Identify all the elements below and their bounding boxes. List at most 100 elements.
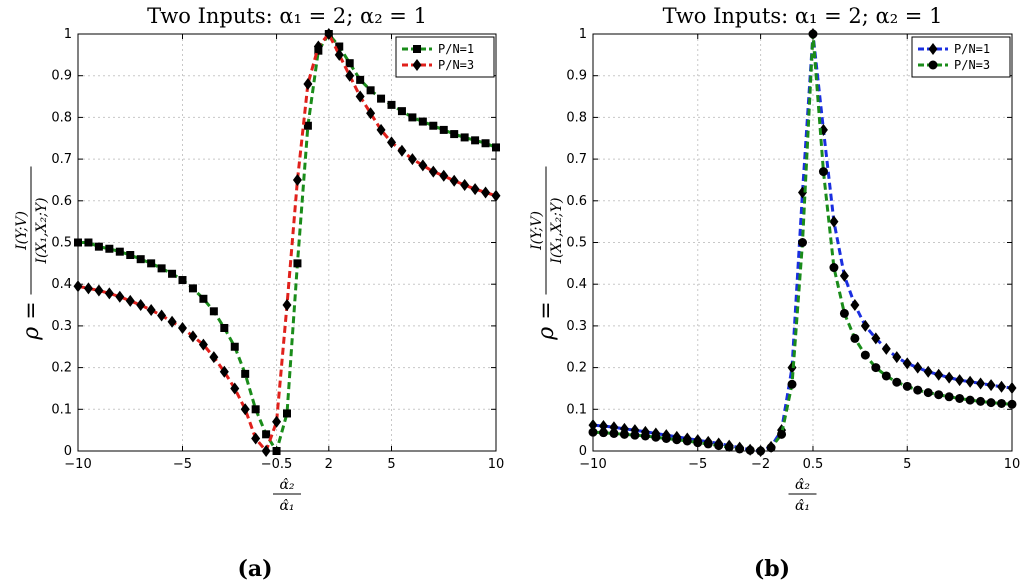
data-point xyxy=(83,282,93,295)
data-point xyxy=(272,447,281,455)
data-point xyxy=(198,338,208,351)
legend-marker xyxy=(412,59,422,71)
y-axis-label-lhs: ρ = xyxy=(534,301,559,340)
y-tick-label: 0.8 xyxy=(51,110,72,125)
data-point xyxy=(366,86,375,95)
data-point xyxy=(355,90,365,103)
data-point xyxy=(262,430,271,439)
data-point xyxy=(94,242,103,251)
legend-marker xyxy=(928,60,938,70)
data-point xyxy=(449,174,459,187)
data-point xyxy=(397,107,406,116)
y-tick-label: 0.5 xyxy=(51,236,72,251)
y-axis-label-numerator: I(Y;V) xyxy=(14,211,30,251)
data-point xyxy=(397,144,407,157)
legend-marker xyxy=(928,43,938,55)
x-tick-label: −0.5 xyxy=(261,457,293,472)
data-point xyxy=(787,379,797,389)
data-point xyxy=(199,294,208,303)
data-point xyxy=(955,374,965,387)
x-axis-label-numerator: α̂₂ xyxy=(795,477,810,493)
data-point xyxy=(661,433,671,443)
data-point xyxy=(871,363,881,373)
data-point xyxy=(609,428,619,438)
data-point xyxy=(345,59,354,68)
data-point xyxy=(839,269,849,282)
data-point xyxy=(356,75,365,84)
data-point xyxy=(241,369,250,378)
data-point xyxy=(115,247,124,256)
y-tick-label: 0.7 xyxy=(566,152,587,167)
data-point xyxy=(598,428,608,438)
data-point xyxy=(997,398,1007,408)
x-tick-label: 10 xyxy=(488,457,505,472)
y-axis-label: ρ = I(Y;V) I(X₁,X₂;Y) xyxy=(529,166,565,341)
data-point xyxy=(429,121,438,130)
data-point xyxy=(829,263,839,273)
data-point xyxy=(272,415,282,428)
y-tick-label: 0.1 xyxy=(566,402,587,417)
data-point xyxy=(261,445,271,457)
data-point xyxy=(892,377,902,387)
chart-title: Two Inputs: α₁ = 2; α₂ = 1 xyxy=(147,4,427,28)
data-point xyxy=(188,330,198,343)
data-point xyxy=(955,393,965,403)
data-point xyxy=(74,238,82,247)
y-tick-label: 0.4 xyxy=(51,277,72,292)
data-point xyxy=(335,42,344,51)
data-point xyxy=(387,100,396,109)
data-point xyxy=(418,159,428,172)
x-tick-label: −10 xyxy=(579,457,606,472)
data-point xyxy=(408,113,417,122)
x-tick-label: −10 xyxy=(64,457,91,472)
data-point xyxy=(178,321,187,334)
data-point xyxy=(209,351,219,364)
data-point xyxy=(1007,399,1017,409)
panel-label: (b) xyxy=(754,556,790,582)
y-axis-label-denominator: I(X₁,X₂;Y) xyxy=(34,197,50,264)
data-point xyxy=(460,178,470,191)
data-point xyxy=(714,441,724,451)
data-point xyxy=(470,183,480,196)
data-point xyxy=(230,382,240,395)
data-point xyxy=(220,323,229,332)
data-point xyxy=(439,125,448,134)
chart-title: Two Inputs: α₁ = 2; α₂ = 1 xyxy=(663,4,943,28)
legend-label: P/N=1 xyxy=(438,42,474,56)
y-tick-label: 1 xyxy=(64,27,72,42)
data-point xyxy=(428,165,438,178)
panel-label: (a) xyxy=(237,556,272,582)
data-point xyxy=(839,308,849,318)
y-tick-label: 1 xyxy=(579,27,587,42)
data-point xyxy=(418,117,427,126)
data-point xyxy=(407,153,417,166)
x-tick-label: 0.5 xyxy=(803,457,824,472)
y-tick-label: 0.3 xyxy=(51,319,72,334)
data-point xyxy=(871,332,881,345)
data-point xyxy=(366,107,376,120)
data-point xyxy=(766,443,776,453)
y-tick-label: 0.6 xyxy=(566,194,587,209)
data-point xyxy=(913,385,923,395)
legend-label: P/N=1 xyxy=(954,42,990,56)
data-point xyxy=(387,136,396,149)
data-point xyxy=(157,264,166,273)
data-point xyxy=(104,287,114,300)
data-point xyxy=(818,167,828,177)
data-point xyxy=(881,342,891,355)
data-point xyxy=(860,350,870,360)
data-point xyxy=(439,169,449,182)
data-point xyxy=(460,133,469,142)
data-point xyxy=(630,430,640,440)
data-point xyxy=(136,299,146,312)
chart-panel-1: 0 0.1 0.2 0.3 0.4 0.5 0.6 0.7 0.8 0.9 1 −10 −5 −0.5 2 5… xyxy=(14,4,504,582)
y-axis-label-numerator: I(Y;V) xyxy=(529,211,545,251)
y-tick-label: 0.4 xyxy=(566,277,587,292)
data-point xyxy=(146,304,156,317)
data-point xyxy=(682,436,692,446)
data-point xyxy=(735,444,745,454)
data-point xyxy=(923,388,933,398)
data-point xyxy=(292,173,302,186)
legend-marker xyxy=(413,45,421,53)
data-point xyxy=(240,403,250,416)
